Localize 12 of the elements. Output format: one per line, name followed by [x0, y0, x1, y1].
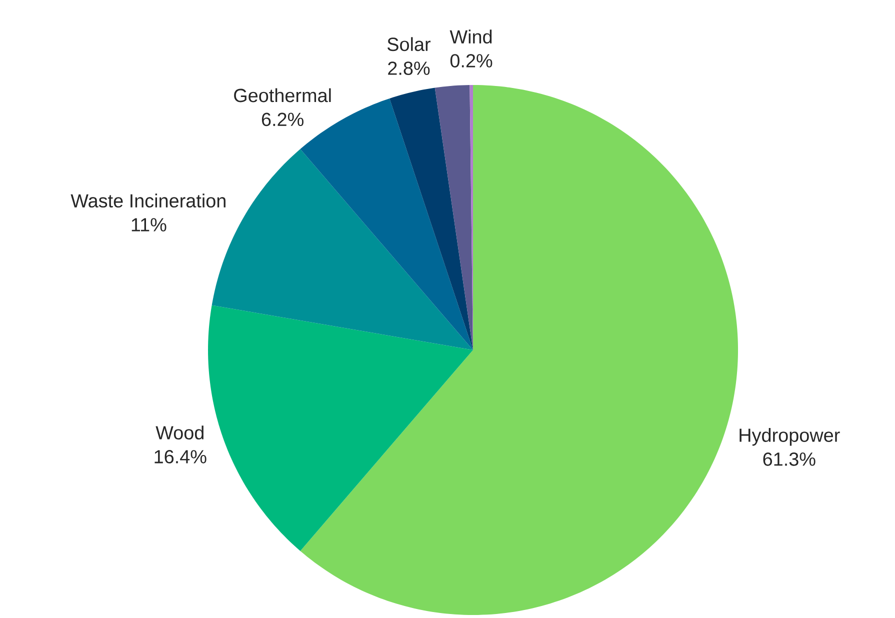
slice-label: Geothermal — [234, 88, 331, 102]
data-label: 0.2% — [450, 54, 492, 68]
data-label: 11% — [132, 218, 166, 232]
data-label: 2.8% — [388, 62, 430, 75]
slice-label: Wood — [156, 426, 204, 440]
slice-label: Hydropower — [740, 428, 840, 446]
data-label: 16.4% — [154, 450, 206, 464]
slice-label: Waste Incineration — [70, 194, 226, 208]
slice-label: Wind — [450, 30, 492, 44]
slice-label: Solar — [388, 37, 430, 52]
data-label: 6.2% — [262, 112, 304, 126]
data-label: 61.3% — [763, 452, 816, 466]
